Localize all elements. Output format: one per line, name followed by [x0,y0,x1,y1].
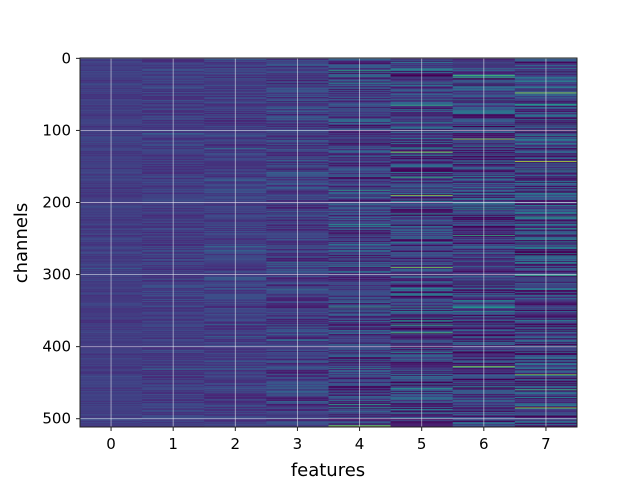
y-tick-label: 200 [42,194,71,212]
y-tick-label: 300 [42,266,71,284]
x-tick-label: 0 [106,435,116,453]
y-tick-label: 400 [42,338,71,356]
heatmap-cells [80,58,578,428]
y-tick-label: 100 [42,121,71,139]
y-axis-label: channels [11,203,32,284]
plot-frame [79,57,578,428]
x-tick-label: 2 [231,435,241,453]
x-tick-label: 5 [417,435,427,453]
y-axis-ticks: 0 100 200 300 400 500 [42,49,80,428]
y-tick-label: 0 [61,49,71,67]
x-axis-ticks: 0 1 2 3 4 5 6 7 [106,427,551,453]
x-tick-label: 6 [479,435,489,453]
y-tick-label: 500 [42,410,71,428]
grid-lines [80,57,577,427]
x-axis-label: features [291,460,365,480]
x-tick-label: 7 [541,435,551,453]
x-tick-label: 1 [168,435,178,453]
x-tick-label: 3 [293,435,303,453]
x-tick-label: 4 [355,435,365,453]
